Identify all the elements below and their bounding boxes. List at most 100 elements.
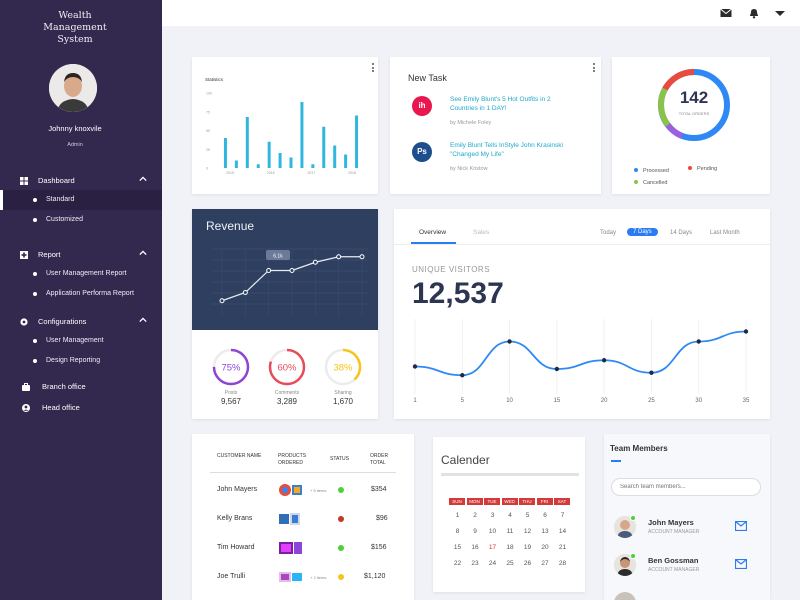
nav-item-user-management[interactable]: User Management xyxy=(0,331,162,351)
mail-icon[interactable] xyxy=(720,7,732,19)
range-14-days[interactable]: 14 Days xyxy=(670,230,693,236)
stat-bar xyxy=(234,160,238,168)
tab-sales[interactable]: Sales xyxy=(473,229,490,236)
ring-label-comments: Comments xyxy=(274,390,300,396)
x-tick-label: 30 xyxy=(695,398,702,404)
calendar-date[interactable]: 23 xyxy=(471,560,479,567)
col-products-ordered: PRODUCTS ORDERED xyxy=(278,453,307,466)
nav-head-office[interactable]: Head office xyxy=(0,399,162,417)
calendar-date[interactable]: 17 xyxy=(488,544,497,551)
y-tick-label: 75 xyxy=(206,110,210,114)
tab-overview[interactable]: Overview xyxy=(419,229,447,236)
calendar-date[interactable]: 9 xyxy=(473,528,477,535)
calendar-date[interactable]: 28 xyxy=(558,560,567,567)
calendar-date[interactable]: 2 xyxy=(473,512,477,519)
avatar[interactable] xyxy=(49,64,97,112)
nav-report[interactable]: Report xyxy=(0,246,162,264)
brand-line: Management xyxy=(43,22,107,33)
chevron-up-icon[interactable] xyxy=(139,175,147,183)
more-icon[interactable] xyxy=(593,63,595,72)
chevron-up-icon[interactable] xyxy=(139,249,147,257)
calendar-day-header: MON xyxy=(466,498,483,505)
ring-progress xyxy=(212,348,250,386)
top-bar xyxy=(162,0,800,26)
status-dot xyxy=(338,487,344,493)
calendar-date[interactable]: 14 xyxy=(558,528,567,535)
task-link[interactable]: See Emily Blunt's 5 Hot Outfits in 2 Cou… xyxy=(450,96,551,112)
member-name: Ben Gossman xyxy=(648,556,699,565)
visitors-chart: 1 5 10 15 20 25 30 35 xyxy=(412,319,750,404)
tab-divider xyxy=(394,244,770,245)
calendar-date[interactable]: 5 xyxy=(525,512,530,519)
nav-branch-office[interactable]: Branch office xyxy=(0,378,162,396)
calendar-date[interactable]: 21 xyxy=(558,544,567,551)
revenue-chart: 6.1k xyxy=(212,248,368,317)
range-last-month[interactable]: Last Month xyxy=(710,230,740,236)
nav-item-design-reporting[interactable]: Design Reporting xyxy=(0,351,162,371)
nav-item-standard[interactable]: Standard xyxy=(0,190,162,210)
calendar-date[interactable]: 3 xyxy=(490,512,495,519)
mail-icon[interactable] xyxy=(735,559,747,569)
calendar-date[interactable]: 4 xyxy=(508,512,512,519)
calendar-date[interactable]: 26 xyxy=(523,560,532,567)
calendar-date[interactable]: 1 xyxy=(455,512,460,519)
calendar-date[interactable]: 24 xyxy=(488,560,497,567)
x-tick-label: 2018 xyxy=(348,171,356,175)
nav-item-customized[interactable]: Customized xyxy=(0,210,162,230)
bell-icon[interactable] xyxy=(748,7,760,19)
visitors-point xyxy=(554,366,560,372)
stat-bar xyxy=(355,115,359,168)
ring-label-posts: Posts xyxy=(224,390,238,396)
brand-logo[interactable]: Wealth Management System xyxy=(30,10,120,46)
nav-item-application-performa-report[interactable]: Application Performa Report xyxy=(0,284,162,304)
calendar-date[interactable]: 11 xyxy=(506,528,514,535)
more-icon[interactable] xyxy=(372,63,374,72)
briefcase-icon xyxy=(22,383,30,391)
team-search-input[interactable] xyxy=(611,478,761,496)
calendar-date[interactable]: 7 xyxy=(560,512,565,519)
calendar-date[interactable]: 19 xyxy=(523,544,532,551)
row-customer: Kelly Brans xyxy=(217,515,253,522)
calendar-date[interactable]: 15 xyxy=(453,544,462,551)
nav-group-dashboard: Dashboard Standard Customized xyxy=(0,172,162,230)
chevron-up-icon[interactable] xyxy=(139,316,147,324)
calendar-date[interactable]: 13 xyxy=(541,528,549,535)
donut-pending-arc xyxy=(662,68,695,91)
mail-icon[interactable] xyxy=(735,521,747,531)
ring-progress xyxy=(324,348,362,386)
nav-dashboard[interactable]: Dashboard xyxy=(0,172,162,190)
task-link[interactable]: Emily Blunt Tells InStyle John Krasinski… xyxy=(450,142,563,158)
donut-value: 142 xyxy=(680,88,708,107)
row-total: $96 xyxy=(376,515,388,522)
calendar-date[interactable]: 20 xyxy=(541,544,549,551)
legend-cancelled-dot xyxy=(634,180,638,184)
x-tick-label: 1 xyxy=(413,398,417,404)
y-tick-label: 25 xyxy=(206,148,210,152)
legend-cancelled: Cancelled xyxy=(643,180,667,186)
calendar-date[interactable]: 10 xyxy=(488,528,497,535)
donut-cancelled-arc xyxy=(658,87,671,127)
nav-item-user-management-report[interactable]: User Management Report xyxy=(0,264,162,284)
calendar-date[interactable]: 12 xyxy=(523,528,532,535)
calendar-date[interactable]: 8 xyxy=(455,528,460,535)
calendar-date[interactable]: 22 xyxy=(453,560,462,567)
calendar-date[interactable]: 16 xyxy=(471,544,479,551)
statistics-chart: Statistics 100 75 50 25 0 2015 2016 2017 2018 xyxy=(205,77,359,175)
stat-bar xyxy=(311,164,315,168)
revenue-point xyxy=(266,268,272,273)
calendar-date[interactable]: 27 xyxy=(541,560,549,567)
range-7-days[interactable]: 7 Days xyxy=(627,228,658,236)
nav-report-label: Report xyxy=(38,250,61,259)
visitors-point xyxy=(649,370,654,375)
range-today[interactable]: Today xyxy=(600,230,617,236)
donut-extra-arc xyxy=(665,123,684,139)
more-items-label[interactable]: + 5 items xyxy=(310,488,327,493)
caret-down-icon[interactable] xyxy=(774,7,786,19)
nav-configurations[interactable]: Configurations xyxy=(0,313,162,331)
more-items-label[interactable]: + 2 items xyxy=(310,575,327,580)
calendar-date[interactable]: 25 xyxy=(506,560,514,567)
calendar-date[interactable]: 6 xyxy=(543,512,547,519)
calendar-date[interactable]: 18 xyxy=(506,544,514,551)
stat-bar xyxy=(278,153,282,168)
nav-group-report: Report User Management Report Applicatio… xyxy=(0,246,162,304)
